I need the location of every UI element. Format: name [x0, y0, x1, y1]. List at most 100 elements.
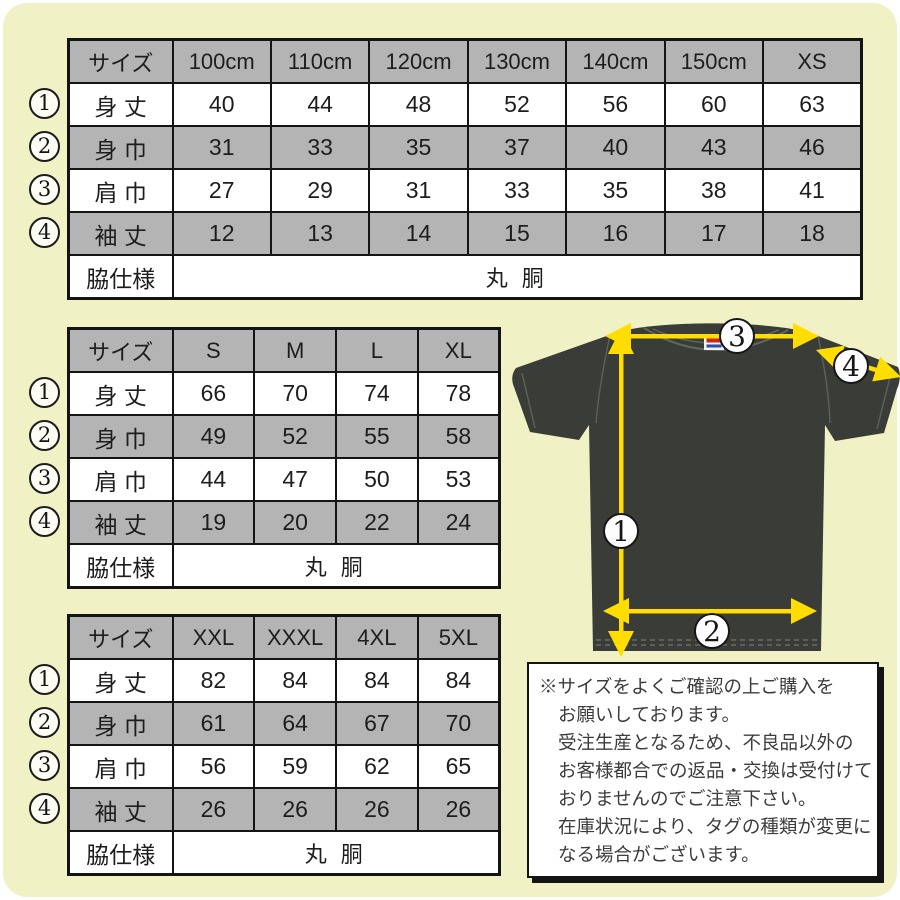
- marker-4-number: 4: [842, 350, 860, 383]
- header-cell: 120cm: [368, 38, 469, 84]
- value-cell: 31: [171, 125, 272, 170]
- row-label-cell: 身 丈: [67, 658, 174, 703]
- value-cell: 40: [565, 125, 666, 170]
- value-cell: 84: [253, 658, 337, 703]
- note-line: お客様都合での返品・交換は受付けて: [558, 760, 873, 781]
- value-cell: 38: [663, 168, 765, 213]
- header-cell: XXL: [171, 614, 256, 660]
- left-shoulder-seam: [595, 334, 611, 424]
- header-cell: 5XL: [416, 614, 501, 660]
- row-label-cell: 身 丈: [67, 371, 174, 416]
- footer-row: 脇仕様丸 胴: [67, 254, 863, 300]
- header-cell: XL: [416, 327, 501, 373]
- header-cell: サイズ: [67, 327, 174, 373]
- adult-size-table: サイズ S M L XL 身 丈 66 70 74 78 身 巾 49 52 55 58 肩 巾 44 47 50 5…: [67, 327, 501, 589]
- left-cuff-seam: [521, 372, 536, 429]
- footer-row: 脇仕様丸 胴: [67, 543, 501, 589]
- row-label-cell: 肩 巾: [67, 744, 174, 789]
- row-number-badge: 3: [29, 174, 60, 205]
- measure-row: 身 丈 82 84 84 84: [67, 658, 501, 703]
- body-width-arrow: [603, 598, 817, 624]
- right-shoulder-seam: [817, 335, 831, 424]
- header-cell: サイズ: [67, 38, 174, 84]
- marker-4-circle: [833, 348, 869, 384]
- value-cell: 44: [269, 82, 371, 127]
- kids-size-table: サイズ 100cm 110cm 120cm 130cm 140cm 150cm XS 身 丈 40…: [67, 38, 863, 300]
- row-label-cell: 身 巾: [67, 701, 174, 746]
- footer-label-cell: 脇仕様: [67, 543, 174, 589]
- row-number-badge: 2: [29, 420, 60, 451]
- value-cell: 70: [253, 371, 337, 416]
- value-cell: 50: [335, 457, 419, 502]
- value-cell: 49: [171, 414, 256, 459]
- value-cell: 60: [663, 82, 765, 127]
- value-cell: 35: [565, 168, 666, 213]
- row-number-badge: 1: [29, 664, 60, 695]
- footer-value-cell: 丸 胴: [171, 830, 501, 876]
- row-number-badge: 4: [29, 506, 60, 537]
- marker-badges: 3 4 1 2: [603, 318, 869, 649]
- value-cell: 61: [171, 701, 256, 746]
- row-number-badge: 2: [29, 131, 60, 162]
- row-number-badge: 1: [29, 377, 60, 408]
- header-row: サイズ XXL XXXL 4XL 5XL: [67, 614, 501, 660]
- footer-value-cell: 丸 胴: [171, 543, 501, 589]
- header-cell: 100cm: [171, 38, 272, 84]
- marker-2-number: 2: [703, 615, 721, 648]
- row-label-cell: 袖 丈: [67, 211, 174, 256]
- value-cell: 52: [466, 82, 568, 127]
- value-cell: 53: [416, 457, 501, 502]
- note-line: おりませんのでご注意下さい。: [558, 788, 817, 809]
- note-line: なる場合がございます。: [558, 844, 760, 865]
- row-label-cell: 身 丈: [67, 82, 174, 127]
- value-cell: 48: [368, 82, 469, 127]
- value-cell: 84: [335, 658, 419, 703]
- footer-row: 脇仕様丸 胴: [67, 830, 501, 876]
- row-label-cell: 袖 丈: [67, 787, 174, 832]
- value-cell: 37: [466, 125, 568, 170]
- measure-row: 身 巾 61 64 67 70: [67, 701, 501, 746]
- row-number-badge: 4: [29, 217, 60, 248]
- value-cell: 78: [416, 371, 501, 416]
- row-number-column-adult: 1 2 3 4: [29, 370, 61, 546]
- header-cell: 130cm: [466, 38, 568, 84]
- value-cell: 26: [416, 787, 501, 832]
- value-cell: 65: [416, 744, 501, 789]
- marker-3-circle: [719, 318, 755, 354]
- value-cell: 31: [368, 168, 469, 213]
- header-cell: M: [253, 327, 337, 373]
- value-cell: 35: [368, 125, 469, 170]
- value-cell: 82: [171, 658, 256, 703]
- marker-3-number: 3: [728, 320, 746, 353]
- value-cell: 26: [335, 787, 419, 832]
- header-cell: 110cm: [269, 38, 371, 84]
- header-cell: 150cm: [663, 38, 765, 84]
- header-cell: サイズ: [67, 614, 174, 660]
- value-cell: 62: [335, 744, 419, 789]
- header-cell: L: [335, 327, 419, 373]
- header-cell: 4XL: [335, 614, 419, 660]
- row-number-badge: 1: [29, 88, 60, 119]
- row-label-cell: 肩 巾: [67, 168, 174, 213]
- value-cell: 52: [253, 414, 337, 459]
- value-cell: 29: [269, 168, 371, 213]
- value-cell: 24: [416, 500, 501, 545]
- row-number-badge: 2: [29, 707, 60, 738]
- marker-2-circle: [694, 613, 730, 649]
- tshirt-body: [512, 323, 900, 651]
- header-cell: XS: [762, 38, 863, 84]
- value-cell: 64: [253, 701, 337, 746]
- value-cell: 20: [253, 500, 337, 545]
- value-cell: 12: [171, 211, 272, 256]
- value-cell: 40: [171, 82, 272, 127]
- right-cuff-seam: [876, 372, 892, 430]
- measure-row: 袖 丈 12 13 14 15 16 17 18: [67, 211, 863, 256]
- measure-row: 身 巾 49 52 55 58: [67, 414, 501, 459]
- value-cell: 15: [466, 211, 568, 256]
- measure-row: 身 丈 66 70 74 78: [67, 371, 501, 416]
- value-cell: 17: [663, 211, 765, 256]
- neck-tag: [704, 335, 724, 350]
- row-label-cell: 袖 丈: [67, 500, 174, 545]
- value-cell: 26: [253, 787, 337, 832]
